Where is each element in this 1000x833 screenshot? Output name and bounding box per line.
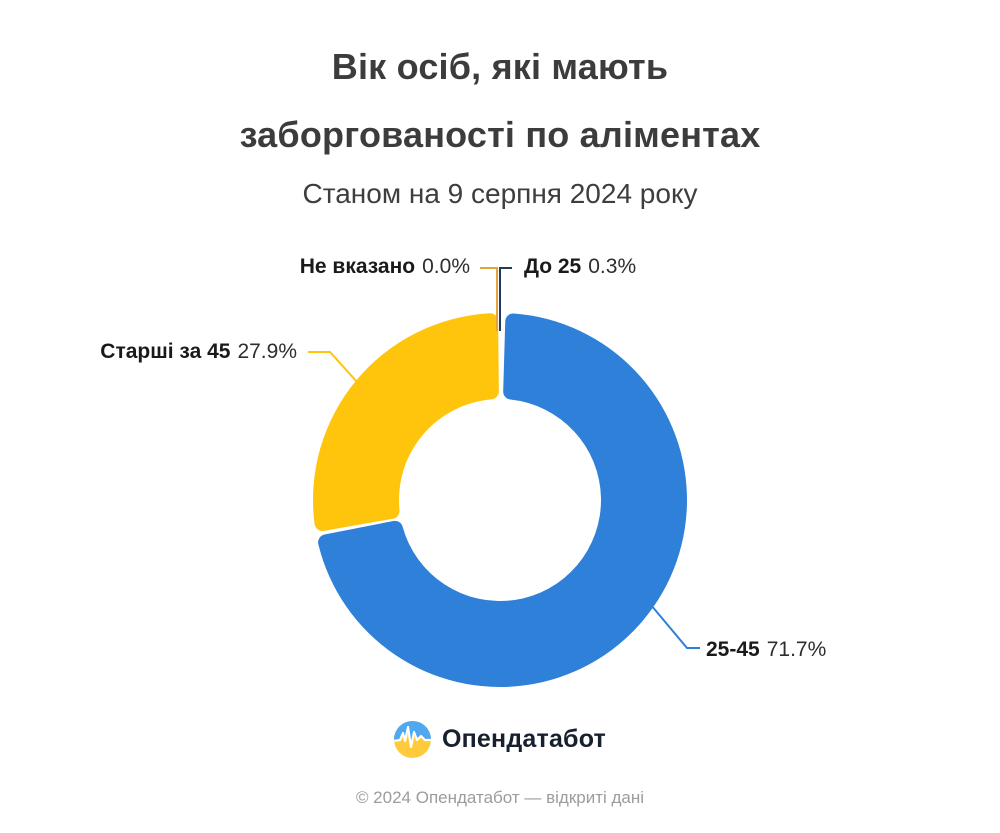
chart-title: Вік осіб, які мають заборгованості по ал… [0, 33, 1000, 169]
donut-slice-2 [313, 313, 499, 531]
chart-subtitle: Станом на 9 серпня 2024 року [302, 178, 698, 209]
slice-name: Не вказано [299, 255, 416, 278]
callout-line-slice-3 [480, 267, 498, 331]
slice-label-ne-vkazano: Не вказано 0.0% [300, 254, 470, 280]
opendatabot-logo-icon [393, 721, 431, 758]
footer-copyright: © 2024 Опендатабот — відкриті дані [355, 788, 645, 807]
donut-slices [313, 313, 687, 687]
chart-title-line2: заборгованості по аліментах [239, 114, 761, 155]
opendatabot-logo-text: Опендатабот [441, 725, 606, 753]
slice-label-25-45: 25-45 71.7% [706, 637, 826, 663]
slice-value: 0.3% [588, 255, 637, 278]
label-connectors [308, 267, 700, 649]
slice-name: До 25 [524, 255, 582, 278]
donut-slice-1 [318, 313, 687, 687]
slice-label-do-25: До 25 0.3% [524, 254, 636, 280]
slice-value: 0.0% [422, 255, 470, 278]
chart-title-line1: Вік осіб, які мають [331, 46, 669, 87]
slice-name: Старші за 45 [100, 340, 231, 363]
slice-value: 27.9% [237, 340, 297, 363]
callout-line-slice-1 [650, 604, 700, 649]
opendatabot-logo: Опендатабот [0, 721, 1000, 758]
callout-line-slice-0 [499, 267, 512, 331]
slice-name: 25-45 [706, 638, 760, 661]
slice-label-starshi-za-45: Старші за 45 27.9% [100, 339, 297, 365]
slice-value: 71.7% [766, 638, 827, 661]
callout-line-slice-2 [308, 351, 359, 384]
